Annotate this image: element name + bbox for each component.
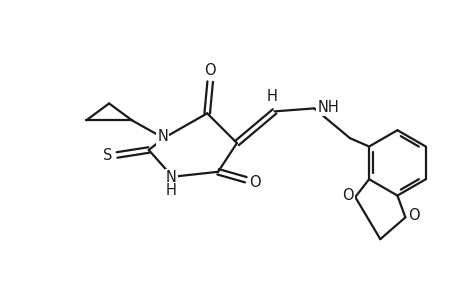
Text: NH: NH [317,100,338,115]
Text: H: H [166,183,177,198]
Text: S: S [103,148,112,164]
Text: N: N [157,129,168,144]
Text: O: O [342,188,353,202]
Text: O: O [248,175,260,190]
Text: N: N [166,170,177,185]
Text: H: H [266,89,276,104]
Text: O: O [408,208,419,223]
Text: O: O [204,63,216,78]
